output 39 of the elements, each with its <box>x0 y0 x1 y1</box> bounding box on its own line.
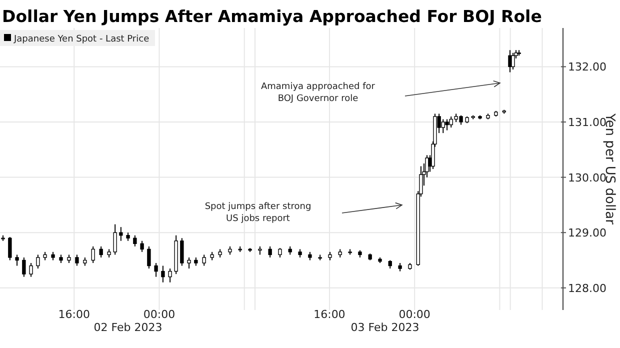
x-tick-label: 16:00 <box>314 308 346 321</box>
candlestick <box>22 256 26 278</box>
candlestick <box>154 262 158 278</box>
x-tick-label: 00:00 <box>143 308 176 321</box>
y-tick-label: 129.00 <box>568 226 606 240</box>
candlestick <box>133 234 137 247</box>
candlestick <box>180 238 184 266</box>
y-tick-label: 131.00 <box>568 116 606 129</box>
candlestick <box>161 265 165 283</box>
text: 02 Feb 2023 <box>94 321 162 334</box>
candlestick <box>511 52 515 70</box>
candlestick <box>113 224 117 256</box>
annotation: Spot jumps after strong US jobs report <box>204 202 312 224</box>
candlestick <box>29 262 33 278</box>
candlestick <box>140 240 144 252</box>
y-tick-label: 132.00 <box>568 60 606 74</box>
y-tick-label: 130.00 <box>568 171 606 184</box>
text: 03 Feb 2023 <box>350 321 420 334</box>
candlestick <box>445 118 449 131</box>
candlestick <box>119 226 123 242</box>
candlestick <box>168 268 172 283</box>
candlestick <box>441 118 445 134</box>
x-tick-label: 16:00 <box>58 308 90 321</box>
candlestick <box>8 236 12 261</box>
candlestick <box>36 254 40 270</box>
y-tick-label: 128.00 <box>568 282 606 295</box>
legend-label: Japanese Yen Spot - Last Price <box>13 34 150 44</box>
annotation: Amamiya approached for BOJ Governor role <box>260 82 376 104</box>
x-tick-label: 00:00 <box>398 308 430 321</box>
candlestick <box>268 246 272 258</box>
candlestick <box>99 246 103 258</box>
candlestick <box>278 248 282 258</box>
candlestick <box>202 254 206 266</box>
candlestick <box>187 256 191 270</box>
candlestick <box>15 254 19 266</box>
candlestick <box>147 246 151 270</box>
candlestick <box>75 254 79 266</box>
chart-title: Dollar Yen Jumps After Amamiya Approached For BOJ Role <box>2 7 542 26</box>
candlestick <box>91 246 95 264</box>
